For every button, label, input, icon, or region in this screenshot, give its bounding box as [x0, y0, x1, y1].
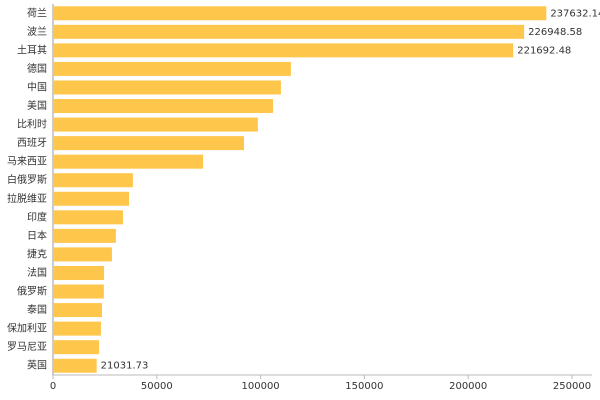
- y-tick-label: 中国: [27, 80, 47, 93]
- y-tick-label: 英国: [27, 359, 47, 372]
- y-tick-label: 罗马尼亚: [7, 341, 47, 353]
- bar: [53, 358, 97, 373]
- x-tick-label: 200000: [449, 381, 487, 392]
- x-tick-label: 250000: [553, 381, 591, 392]
- bar: [53, 303, 102, 318]
- x-tick-label: 0: [50, 381, 56, 392]
- y-tick-label: 拉脱维亚: [7, 192, 47, 205]
- y-tick-label: 俄罗斯: [17, 285, 47, 298]
- bar: [53, 340, 100, 355]
- x-tick-label: 50000: [141, 381, 173, 392]
- bar: [53, 265, 105, 280]
- bar: [53, 284, 104, 299]
- bar: [53, 6, 547, 21]
- bar: [53, 321, 101, 336]
- y-tick-label: 土耳其: [17, 43, 47, 56]
- y-tick-label: 泰国: [27, 303, 47, 316]
- y-tick-label: 荷兰: [27, 6, 47, 19]
- x-tick-label: 100000: [242, 381, 280, 392]
- bar: [53, 99, 274, 114]
- bar: [53, 210, 123, 225]
- bar: [53, 191, 129, 206]
- bar: [53, 136, 244, 151]
- value-label: 226948.58: [528, 27, 582, 38]
- y-tick-label: 法国: [27, 266, 47, 279]
- bar: [53, 24, 525, 39]
- y-tick-label: 马来西亚: [7, 156, 47, 168]
- y-tick-label: 捷克: [27, 247, 47, 260]
- y-tick-label: 西班牙: [17, 137, 47, 149]
- bar: [53, 228, 116, 243]
- bar: [53, 154, 204, 169]
- y-tick-label: 波兰: [27, 25, 47, 38]
- y-tick-label: 比利时: [17, 119, 47, 131]
- y-tick-label: 白俄罗斯: [7, 173, 47, 186]
- y-tick-label: 保加利亚: [7, 322, 47, 335]
- value-label: 221692.48: [517, 45, 571, 56]
- y-tick-label: 美国: [27, 99, 47, 112]
- bar: [53, 247, 112, 262]
- bar: [53, 61, 291, 76]
- bar: [53, 80, 281, 95]
- bar: [53, 43, 514, 58]
- x-tick-label: 150000: [345, 381, 383, 392]
- bar: [53, 173, 133, 188]
- value-label: 21031.73: [101, 361, 149, 372]
- y-tick-label: 印度: [27, 210, 47, 223]
- y-tick-label: 德国: [27, 62, 47, 75]
- value-label: 237632.14: [550, 8, 600, 19]
- y-tick-label: 日本: [27, 229, 47, 242]
- bar: [53, 117, 258, 132]
